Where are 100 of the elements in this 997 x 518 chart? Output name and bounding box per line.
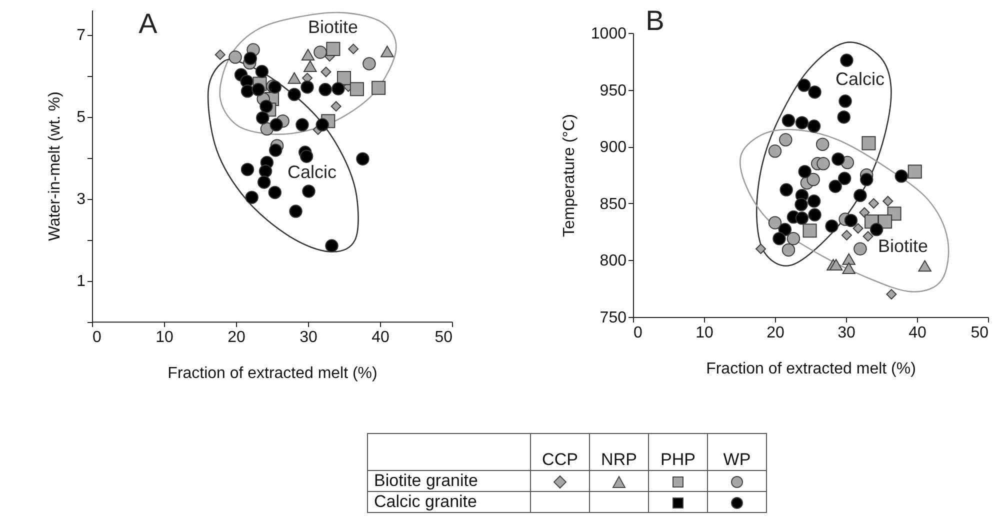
point — [806, 172, 820, 186]
point — [380, 46, 394, 58]
x-tick-label: 50 — [434, 329, 453, 346]
point — [854, 188, 867, 202]
chart-title: B — [646, 5, 664, 36]
category-label: CCP — [530, 434, 590, 470]
point — [255, 64, 269, 78]
point — [240, 84, 254, 98]
point — [807, 194, 821, 208]
point — [782, 243, 796, 257]
y-tick-label: 1000 — [590, 26, 627, 42]
x-axis-title: Fraction of extracted melt (%) — [168, 365, 378, 382]
point — [870, 222, 884, 236]
annotation: Calcic — [835, 69, 885, 89]
point — [296, 118, 309, 132]
point — [798, 164, 812, 178]
point — [886, 289, 897, 300]
y-tick-label: 900 — [600, 139, 627, 156]
point — [797, 78, 811, 92]
point — [882, 196, 894, 206]
y-tick-label: 950 — [600, 82, 627, 100]
point — [258, 164, 272, 178]
point — [782, 114, 796, 128]
point — [908, 164, 922, 179]
point — [838, 94, 852, 108]
point — [868, 198, 879, 209]
point — [257, 176, 271, 189]
category-label: PHP — [648, 434, 708, 470]
point — [841, 230, 852, 240]
x-tick-label: 20 — [766, 324, 784, 342]
point — [816, 157, 830, 170]
point — [228, 50, 242, 64]
point — [780, 183, 793, 196]
y-axis-title: Temperature (°C) — [560, 114, 578, 237]
point — [302, 184, 316, 198]
point — [288, 72, 301, 84]
point — [779, 133, 792, 146]
y-tick-label: 850 — [600, 196, 627, 213]
point — [260, 100, 273, 113]
point — [795, 212, 809, 225]
point — [332, 82, 345, 96]
x-tick-label: 10 — [156, 329, 174, 346]
point — [859, 207, 870, 218]
point — [244, 52, 258, 65]
point — [894, 170, 908, 183]
point — [330, 101, 342, 112]
point — [268, 186, 282, 200]
x-axis-title: Fraction of extracted melt (%) — [706, 360, 916, 378]
point — [842, 262, 856, 274]
point — [862, 231, 874, 242]
category-label: NRP — [590, 434, 648, 470]
category-label: Biotite granite — [374, 471, 478, 490]
point — [288, 88, 301, 102]
x-tick-label: 30 — [300, 329, 318, 346]
point — [336, 71, 352, 86]
point — [794, 198, 808, 212]
y-tick-label: 3 — [76, 191, 86, 208]
point — [808, 208, 822, 222]
point — [268, 80, 282, 94]
x-tick-label: 40 — [908, 324, 926, 342]
y-tick-label: 750 — [600, 310, 627, 326]
x-tick-label: 30 — [838, 324, 856, 342]
point — [768, 216, 782, 230]
point — [252, 82, 265, 96]
point — [372, 80, 386, 95]
point — [270, 118, 283, 132]
point — [837, 110, 850, 124]
x-tick-label: 0 — [634, 324, 642, 342]
y-tick-label: 800 — [600, 252, 627, 270]
point — [300, 150, 314, 163]
point — [348, 44, 359, 54]
x-tick-label: 10 — [696, 324, 714, 342]
point — [778, 222, 792, 236]
point — [325, 239, 338, 252]
y-tick-label: 7 — [76, 27, 86, 44]
point — [304, 60, 317, 72]
x-tick-label: 0 — [92, 329, 102, 346]
y-tick-label: 1 — [76, 273, 86, 290]
point — [268, 144, 282, 157]
point — [862, 136, 876, 150]
annotation: Biotite — [308, 17, 358, 37]
point — [320, 66, 332, 78]
point — [362, 57, 376, 70]
point — [860, 172, 874, 186]
point — [245, 190, 258, 204]
point — [832, 152, 845, 166]
point — [816, 138, 830, 151]
point — [356, 152, 370, 166]
point — [840, 54, 854, 67]
point — [350, 82, 364, 96]
point — [829, 258, 843, 271]
chart-title: A — [138, 8, 158, 39]
point — [844, 214, 858, 228]
annotation: Calcic — [288, 162, 336, 182]
y-axis-title: Water-in-melt (wt. %) — [46, 92, 64, 242]
y-tick-label: 5 — [76, 109, 86, 126]
point — [795, 116, 809, 130]
point — [918, 260, 932, 272]
point — [825, 220, 838, 233]
point — [852, 223, 864, 234]
